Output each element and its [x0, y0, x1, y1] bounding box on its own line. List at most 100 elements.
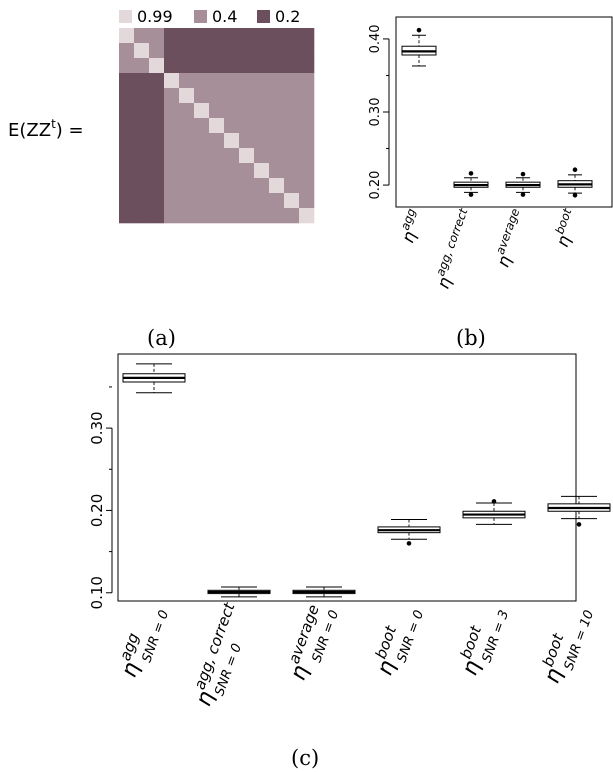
heatmap-cell [284, 43, 300, 59]
heatmap-cell [254, 133, 270, 149]
heatmap-cell [284, 103, 300, 119]
heatmap-cell [134, 28, 150, 44]
heatmap-cell [299, 133, 315, 149]
panel-b-caption: (b) [456, 326, 486, 350]
correlation-heatmap [119, 28, 315, 224]
legend-swatch-1 [194, 10, 207, 23]
heatmap-cell [194, 178, 210, 194]
heatmap-cell [239, 118, 255, 134]
category-label: ηbootSNR = 0 [367, 600, 427, 681]
heatmap-cell [254, 118, 270, 134]
y-tick-label: 0.30 [368, 98, 383, 127]
box-0 [122, 363, 186, 394]
heatmap-cell [119, 58, 135, 74]
heatmap-cell [149, 163, 165, 179]
heatmap-cell [299, 43, 315, 59]
heatmap-cell [134, 43, 150, 59]
y-tick-label: 0.40 [368, 24, 383, 53]
heatmap-cell [164, 133, 180, 149]
heatmap-cell [149, 88, 165, 104]
heatmap-cell [164, 73, 180, 89]
heatmap-cell [239, 193, 255, 209]
heatmap-cell [224, 73, 240, 89]
heatmap-cell [164, 193, 180, 209]
outlier-point [520, 171, 526, 177]
heatmap-cell [209, 103, 225, 119]
heatmap-cell [194, 28, 210, 44]
heatmap-cell [194, 148, 210, 164]
heatmap-cell [194, 88, 210, 104]
heatmap-legend: 0.99 0.4 0.2 [119, 7, 300, 26]
heatmap-cell [179, 208, 195, 224]
category-superscript: agg [116, 630, 143, 663]
heatmap-cell [239, 208, 255, 224]
heatmap-cell [299, 163, 315, 179]
heatmap-cell [194, 118, 210, 134]
heatmap-cell [299, 178, 315, 194]
heatmap-cell [224, 178, 240, 194]
heatmap-cell [239, 73, 255, 89]
outlier-point [491, 499, 497, 504]
heatmap-cell [254, 148, 270, 164]
heatmap-cell [179, 88, 195, 104]
outlier-point [572, 193, 578, 198]
heatmap-cell [269, 208, 285, 224]
heatmap-cell [134, 178, 150, 194]
heatmap-cell [134, 88, 150, 104]
heatmap-cell [194, 43, 210, 59]
box-2 [505, 171, 541, 197]
heatmap-cell [119, 88, 135, 104]
heatmap-cell [239, 133, 255, 149]
heatmap-cell [149, 28, 165, 44]
heatmap-cell [254, 178, 270, 194]
heatmap-cell [179, 58, 195, 74]
y-tick-label: 0.20 [368, 171, 383, 200]
heatmap-cell [149, 133, 165, 149]
heatmap-cell [134, 103, 150, 119]
heatmap-cell [149, 118, 165, 134]
legend-label-1: 0.4 [212, 7, 237, 26]
heatmap-cell [284, 58, 300, 74]
outlier-point [468, 192, 474, 197]
heatmap-cell [284, 208, 300, 224]
category-label: ηbootSNR = 10 [534, 600, 597, 689]
heatmap-cell [284, 73, 300, 89]
heatmap-cell [299, 118, 315, 134]
heatmap-cell [299, 208, 315, 224]
heatmap-cell [164, 163, 180, 179]
category-superscript: agg, correct [433, 206, 471, 278]
heatmap-cell [224, 88, 240, 104]
heatmap-cell [209, 163, 225, 179]
category-label: ηbootSNR = 3 [452, 600, 512, 681]
expectation-label-sup: t [51, 117, 56, 131]
box-4 [462, 499, 526, 525]
category-label: ηagg [394, 207, 428, 246]
category-subscript: SNR = 0 [395, 608, 428, 664]
heatmap-cell [284, 193, 300, 209]
heatmap-cell [254, 73, 270, 89]
heatmap-cell [119, 178, 135, 194]
heatmap-cell [194, 103, 210, 119]
heatmap-cell [254, 163, 270, 179]
category-subscript: SNR = 0 [140, 608, 173, 664]
heatmap-cell [284, 163, 300, 179]
heatmap-cell [164, 178, 180, 194]
box-1 [207, 586, 271, 598]
outlier-point [406, 541, 412, 546]
heatmap-cell [164, 148, 180, 164]
heatmap-cell [239, 28, 255, 44]
heatmap-cell [134, 208, 150, 224]
heatmap-cell [224, 103, 240, 119]
heatmap-cell [209, 28, 225, 44]
heatmap-cell [284, 28, 300, 44]
heatmap-cell [209, 208, 225, 224]
legend-swatch-0 [119, 10, 132, 23]
outlier-point [576, 522, 582, 527]
heatmap-cell [224, 28, 240, 44]
heatmap-cell [179, 148, 195, 164]
heatmap-cell [209, 193, 225, 209]
heatmap-cell [284, 133, 300, 149]
panel-a-caption: (a) [147, 326, 176, 350]
heatmap-cell [194, 58, 210, 74]
